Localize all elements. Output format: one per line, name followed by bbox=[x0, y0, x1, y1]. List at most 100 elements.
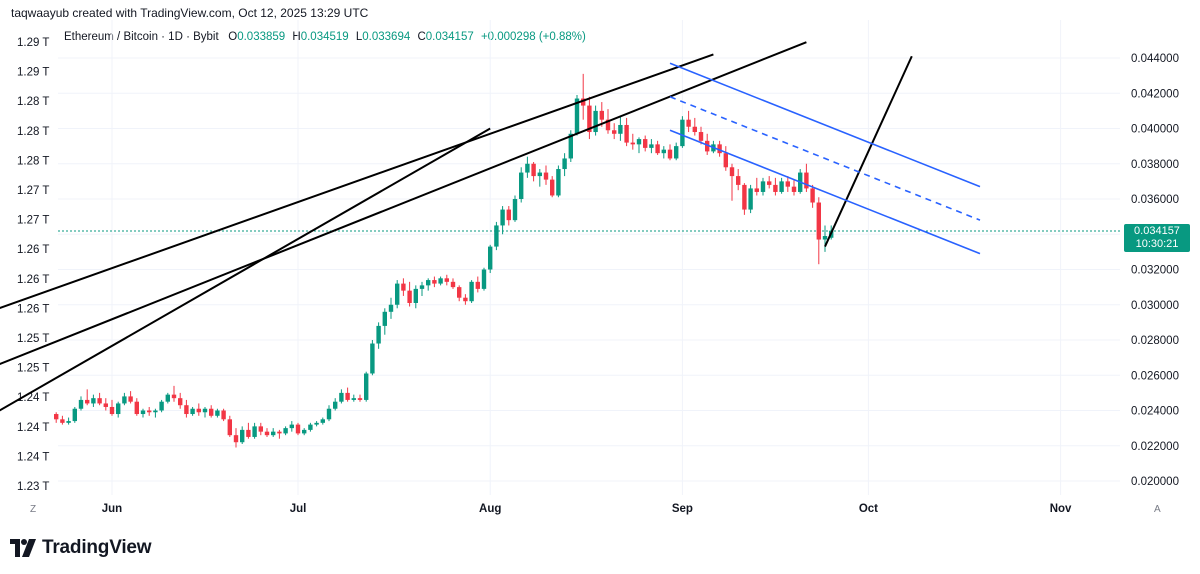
trend-line[interactable] bbox=[0, 127, 491, 457]
candle bbox=[196, 403, 201, 416]
left-axis-tick: 1.28 T bbox=[17, 126, 49, 138]
candle bbox=[345, 387, 350, 402]
candle bbox=[469, 280, 474, 303]
channel-lower-line[interactable] bbox=[669, 129, 981, 255]
candle bbox=[178, 392, 183, 409]
candle bbox=[587, 96, 592, 140]
left-price-axis: 1.29 T 1.29 T 1.28 T 1.28 T 1.28 T 1.27 T 1.27… bbox=[17, 37, 49, 493]
candle bbox=[97, 392, 102, 406]
candle bbox=[159, 399, 164, 413]
candle bbox=[221, 408, 226, 422]
candle bbox=[54, 412, 59, 423]
candle bbox=[698, 126, 704, 145]
time-axis-tick: Oct bbox=[859, 503, 878, 515]
candle bbox=[419, 281, 425, 296]
right-axis-tick: 0.020000 bbox=[1131, 476, 1179, 488]
timezone-button[interactable]: Z bbox=[30, 504, 36, 515]
candle bbox=[822, 225, 828, 252]
candle bbox=[233, 428, 239, 448]
auto-scale-button[interactable]: A bbox=[1154, 504, 1161, 515]
candle bbox=[816, 197, 821, 265]
candle bbox=[289, 421, 294, 432]
candle bbox=[140, 408, 146, 418]
right-price-axis: 0.044000 0.042000 0.040000 0.038000 0.036000… bbox=[1131, 53, 1179, 488]
tradingview-logo-icon bbox=[10, 539, 36, 557]
candle bbox=[618, 116, 623, 141]
candle bbox=[184, 399, 189, 418]
channel-middle-line[interactable] bbox=[669, 96, 981, 221]
candle bbox=[333, 398, 338, 411]
candle bbox=[599, 102, 604, 127]
candle bbox=[655, 140, 660, 155]
trend-line[interactable] bbox=[824, 55, 913, 248]
candle bbox=[804, 163, 809, 192]
tradingview-logo[interactable]: TradingView bbox=[10, 536, 152, 560]
candle bbox=[357, 394, 363, 402]
candle bbox=[376, 322, 381, 349]
left-axis-tick: 1.29 T bbox=[17, 67, 49, 79]
left-axis-tick: 1.28 T bbox=[17, 155, 49, 167]
candle bbox=[128, 391, 133, 404]
candle bbox=[147, 406, 152, 416]
candle bbox=[636, 137, 642, 154]
right-axis-tick: 0.044000 bbox=[1131, 53, 1179, 65]
tradingview-logo-text: TradingView bbox=[42, 537, 152, 558]
candle bbox=[246, 422, 251, 439]
candle bbox=[649, 139, 654, 154]
close-value: 0.034157 bbox=[425, 31, 474, 43]
candle bbox=[494, 221, 499, 251]
candle bbox=[432, 276, 437, 288]
time-axis-tick: Sep bbox=[672, 503, 693, 515]
candle bbox=[692, 117, 697, 136]
time-axis-tick: Jul bbox=[290, 503, 307, 515]
candle bbox=[475, 276, 480, 293]
left-axis-tick: 1.26 T bbox=[17, 303, 49, 315]
candle bbox=[779, 177, 784, 194]
trend-line[interactable] bbox=[0, 41, 807, 428]
candle bbox=[767, 176, 772, 189]
candle bbox=[481, 267, 487, 291]
candle bbox=[729, 163, 735, 201]
candle bbox=[450, 278, 456, 289]
low-value: 0.033694 bbox=[362, 31, 411, 43]
channel-upper-line[interactable] bbox=[669, 62, 981, 188]
candle bbox=[500, 206, 505, 235]
candle bbox=[78, 396, 84, 411]
candle bbox=[674, 142, 679, 161]
candle bbox=[686, 110, 691, 133]
trend-line[interactable] bbox=[0, 53, 714, 451]
candle bbox=[543, 165, 549, 185]
high-value: 0.034519 bbox=[300, 31, 349, 43]
candle bbox=[512, 195, 518, 222]
left-axis-tick: 1.23 T bbox=[17, 481, 49, 493]
candle bbox=[525, 156, 530, 178]
candle bbox=[109, 399, 115, 416]
candle bbox=[190, 406, 195, 416]
candle bbox=[116, 401, 121, 418]
candle bbox=[612, 123, 617, 140]
right-axis-tick: 0.032000 bbox=[1131, 265, 1179, 277]
candle bbox=[630, 133, 635, 150]
candle bbox=[773, 177, 778, 196]
high-label: H bbox=[292, 31, 301, 43]
candle bbox=[271, 428, 276, 437]
candle bbox=[643, 135, 648, 152]
candle bbox=[60, 415, 65, 425]
right-axis-tick: 0.040000 bbox=[1131, 124, 1179, 136]
candle bbox=[351, 394, 356, 402]
candle bbox=[258, 422, 263, 436]
candle bbox=[401, 278, 406, 296]
candle bbox=[519, 167, 524, 203]
right-axis-tick: 0.028000 bbox=[1131, 335, 1179, 347]
candle bbox=[506, 206, 511, 226]
left-axis-tick: 1.28 T bbox=[17, 96, 49, 108]
candle bbox=[444, 274, 449, 286]
symbol-name[interactable]: Ethereum / Bitcoin · 1D · Bybit bbox=[64, 31, 219, 43]
candle bbox=[302, 428, 307, 436]
right-axis-tick: 0.024000 bbox=[1131, 406, 1179, 418]
bar-countdown: 10:30:21 bbox=[1135, 238, 1179, 250]
candle bbox=[581, 73, 586, 120]
candle bbox=[171, 385, 177, 402]
right-axis-tick: 0.042000 bbox=[1131, 88, 1179, 100]
